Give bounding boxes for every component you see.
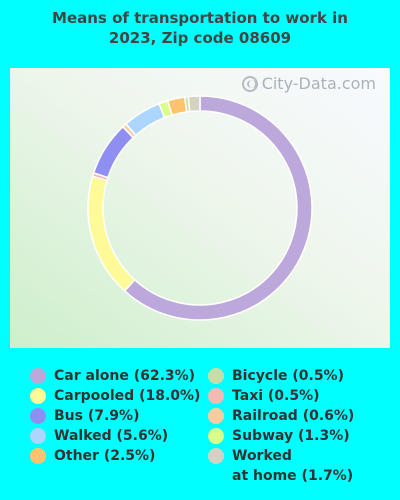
legend-item-taxi: Taxi (0.5%) [208, 386, 354, 406]
chart-plot-area: City-Data.com [10, 68, 390, 348]
legend-item-other: Other (2.5%) [30, 446, 200, 466]
legend-swatch [30, 388, 46, 404]
legend-swatch [30, 408, 46, 424]
legend-label: Bicycle (0.5%) [232, 368, 344, 384]
legend-label: Worked at home (1.7%) [232, 448, 354, 484]
chart-title-line-1: Means of transportation to work in [52, 9, 348, 27]
legend-label: Bus (7.9%) [54, 408, 140, 424]
legend-swatch [208, 448, 224, 464]
watermark-text: City-Data.com [261, 74, 376, 93]
donut-slice-worked-at-home [187, 95, 201, 113]
legend-item-walked: Walked (5.6%) [30, 426, 200, 446]
legend-label: Railroad (0.6%) [232, 408, 355, 424]
donut-slice-bus [92, 125, 135, 179]
legend-label: Other (2.5%) [54, 448, 156, 464]
donut-slice-walked [124, 102, 166, 137]
legend-swatch [30, 368, 46, 384]
legend-item-subway: Subway (1.3%) [208, 426, 354, 446]
donut-slice-carpooled [87, 175, 136, 292]
donut-chart [87, 95, 313, 321]
legend-swatch [208, 428, 224, 444]
legend-item-worked-at-home: Worked at home (1.7%) [208, 446, 354, 486]
legend-item-bicycle: Bicycle (0.5%) [208, 366, 354, 386]
donut-slice-other [166, 96, 188, 117]
legend-column-left: Car alone (62.3%) Carpooled (18.0%) Bus (7… [30, 366, 200, 466]
legend-item-railroad: Railroad (0.6%) [208, 406, 354, 426]
globe-icon [241, 75, 258, 92]
donut-slice-car-alone [123, 95, 313, 321]
legend-label: Carpooled (18.0%) [54, 388, 201, 404]
legend-swatch [30, 448, 46, 464]
watermark: City-Data.com [241, 74, 376, 93]
legend-item-car-alone: Car alone (62.3%) [30, 366, 200, 386]
legend-swatch [30, 428, 46, 444]
legend-swatch [208, 408, 224, 424]
chart-title-line-2: 2023, Zip code 08609 [108, 29, 292, 47]
legend-label: Walked (5.6%) [54, 428, 169, 444]
legend-label: Car alone (62.3%) [54, 368, 196, 384]
legend-label: Subway (1.3%) [232, 428, 350, 444]
legend-label: Taxi (0.5%) [232, 388, 320, 404]
legend-column-right: Bicycle (0.5%) Taxi (0.5%) Railroad (0.6%)… [208, 366, 354, 486]
legend-item-bus: Bus (7.9%) [30, 406, 200, 426]
chart-title: Means of transportation to work in 2023,… [0, 8, 400, 48]
legend-item-carpooled: Carpooled (18.0%) [30, 386, 200, 406]
legend-swatch [208, 388, 224, 404]
legend-swatch [208, 368, 224, 384]
